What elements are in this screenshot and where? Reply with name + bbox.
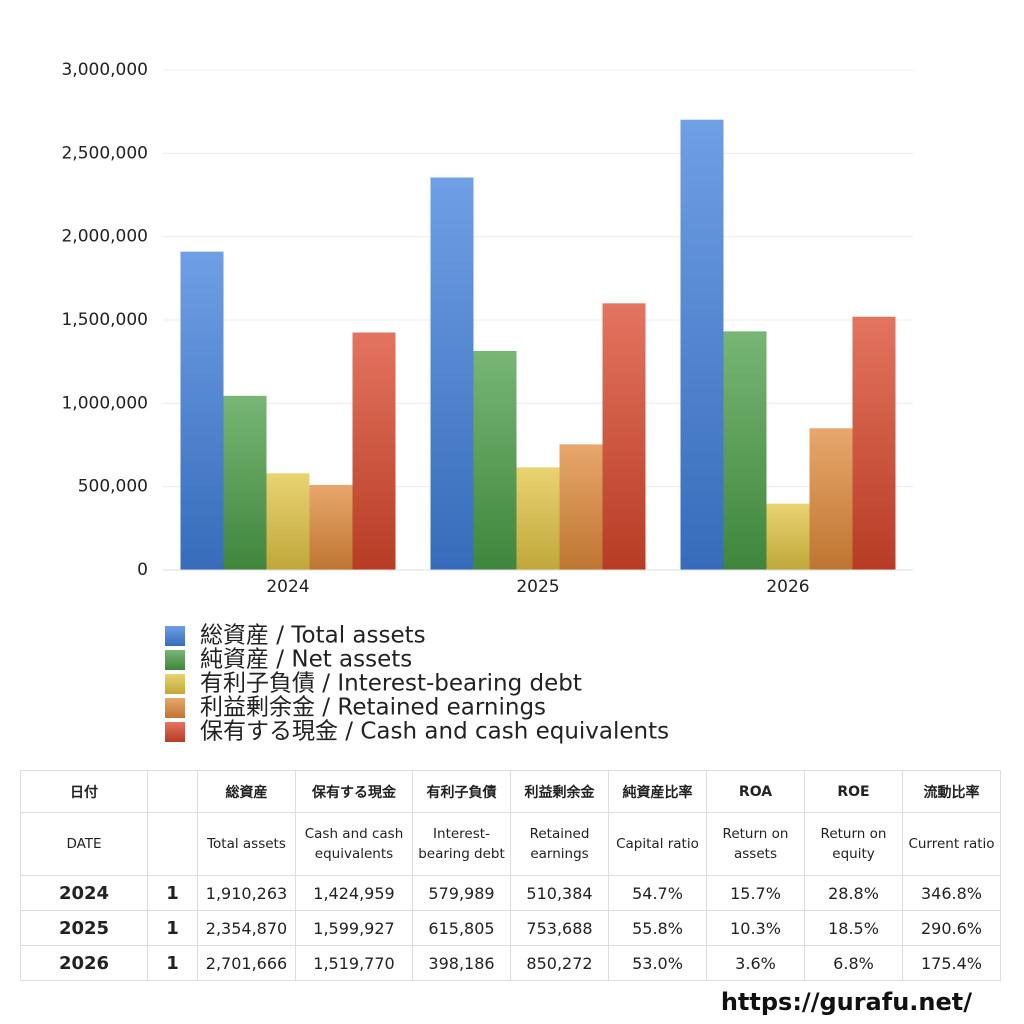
data-table: 日付 総資産 保有する現金 有利子負債 利益剰余金 純資産比率 ROA ROE 流動比率 DATE… [20,770,1001,981]
header-cell: Return on equity [804,812,903,876]
header-cell: 日付 [20,770,148,813]
table-cell: 1,424,959 [295,875,413,911]
header-cell: Return on assets [706,812,805,876]
table-cell: 2025 [20,910,148,946]
table-cell: 579,989 [412,875,511,911]
legend-swatch [165,626,185,646]
legend-label: 保有する現金 / Cash and cash equivalents [200,719,669,745]
table-cell: 18.5% [804,910,903,946]
table-cell: 510,384 [510,875,609,911]
table-cell: 2,701,666 [197,945,296,981]
header-cell: 総資産 [197,770,296,813]
y-tick-label: 2,500,000 [61,143,148,163]
header-cell: ROA [706,770,805,813]
legend-swatch [165,698,185,718]
x-tick-label: 2025 [516,577,559,597]
header-cell: Interest-bearing debt [412,812,511,876]
table-cell: 1,599,927 [295,910,413,946]
legend-swatch [165,650,185,670]
bar [309,484,353,570]
table-cell: 346.8% [902,875,1001,911]
chart: 0 500,000 1,000,000 1,500,000 2,000,000 2,500… [61,60,913,745]
table-cell: 398,186 [412,945,511,981]
table-cell: 290.6% [902,910,1001,946]
bar [430,177,474,570]
legend-label: 純資産 / Net assets [200,647,412,673]
header-cell [147,770,198,813]
y-tick-label: 0 [137,560,148,580]
table-cell: 753,688 [510,910,609,946]
table-row: 日付 総資産 保有する現金 有利子負債 利益剰余金 純資産比率 ROA ROE 流動比率 [20,770,1001,813]
table-cell: 175.4% [902,945,1001,981]
bar [809,428,853,570]
header-cell: 利益剰余金 [510,770,609,813]
header-cell: 流動比率 [902,770,1001,813]
table-row: 2024 1 1,910,263 1,424,959 579,989 510,384 54.… [20,875,1001,911]
bar [723,331,767,570]
table-cell: 6.8% [804,945,903,981]
table-row: 2025 1 2,354,870 1,599,927 615,805 753,688 55.… [20,910,1001,946]
table-cell: 55.8% [608,910,707,946]
header-cell: Cash and cash equivalents [295,812,413,876]
header-cell: DATE [20,812,148,876]
table-cell: 1,910,263 [197,875,296,911]
table-row: 2026 1 2,701,666 1,519,770 398,186 850,272 53.… [20,945,1001,981]
table-cell: 1 [147,945,198,981]
table-cell: 2026 [20,945,148,981]
bar [473,351,517,570]
x-tick-label: 2024 [266,577,309,597]
header-cell: Total assets [197,812,296,876]
table-cell: 10.3% [706,910,805,946]
legend-label: 有利子負債 / Interest-bearing debt [200,671,582,697]
bar [766,503,810,570]
table-cell: 1 [147,875,198,911]
source-url: https://gurafu.net/ [720,988,972,1016]
table-cell: 28.8% [804,875,903,911]
x-tick-label: 2026 [766,577,809,597]
bar [852,316,896,570]
bar [352,332,396,570]
legend-swatch [165,722,185,742]
header-cell: 保有する現金 [295,770,413,813]
y-tick-label: 1,000,000 [61,393,148,413]
table-cell: 615,805 [412,910,511,946]
table-cell: 1 [147,910,198,946]
bar [266,473,310,570]
table-cell: 53.0% [608,945,707,981]
legend-label: 利益剰余金 / Retained earnings [200,695,546,721]
bar [602,303,646,570]
header-cell: ROE [804,770,903,813]
legend-label: 総資産 / Total assets [200,623,426,649]
y-tick-label: 500,000 [78,477,148,497]
table-cell: 15.7% [706,875,805,911]
legend-swatch [165,674,185,694]
bar [180,251,224,570]
header-cell: Capital ratio [608,812,707,876]
bar [223,395,267,570]
table-cell: 54.7% [608,875,707,911]
bar [680,119,724,570]
table-cell: 1,519,770 [295,945,413,981]
bar [516,467,560,570]
y-tick-label: 3,000,000 [61,60,148,80]
table-cell: 2024 [20,875,148,911]
y-tick-label: 1,500,000 [61,310,148,330]
table-cell: 850,272 [510,945,609,981]
header-cell: 有利子負債 [412,770,511,813]
header-cell: Current ratio [902,812,1001,876]
header-cell [147,812,198,876]
bar [559,444,603,570]
header-cell: 純資産比率 [608,770,707,813]
table-cell: 3.6% [706,945,805,981]
y-tick-label: 2,000,000 [61,227,148,247]
table-cell: 2,354,870 [197,910,296,946]
header-cell: Retained earnings [510,812,609,876]
table-row: DATE Total assets Cash and cash equivalent… [20,812,1001,876]
